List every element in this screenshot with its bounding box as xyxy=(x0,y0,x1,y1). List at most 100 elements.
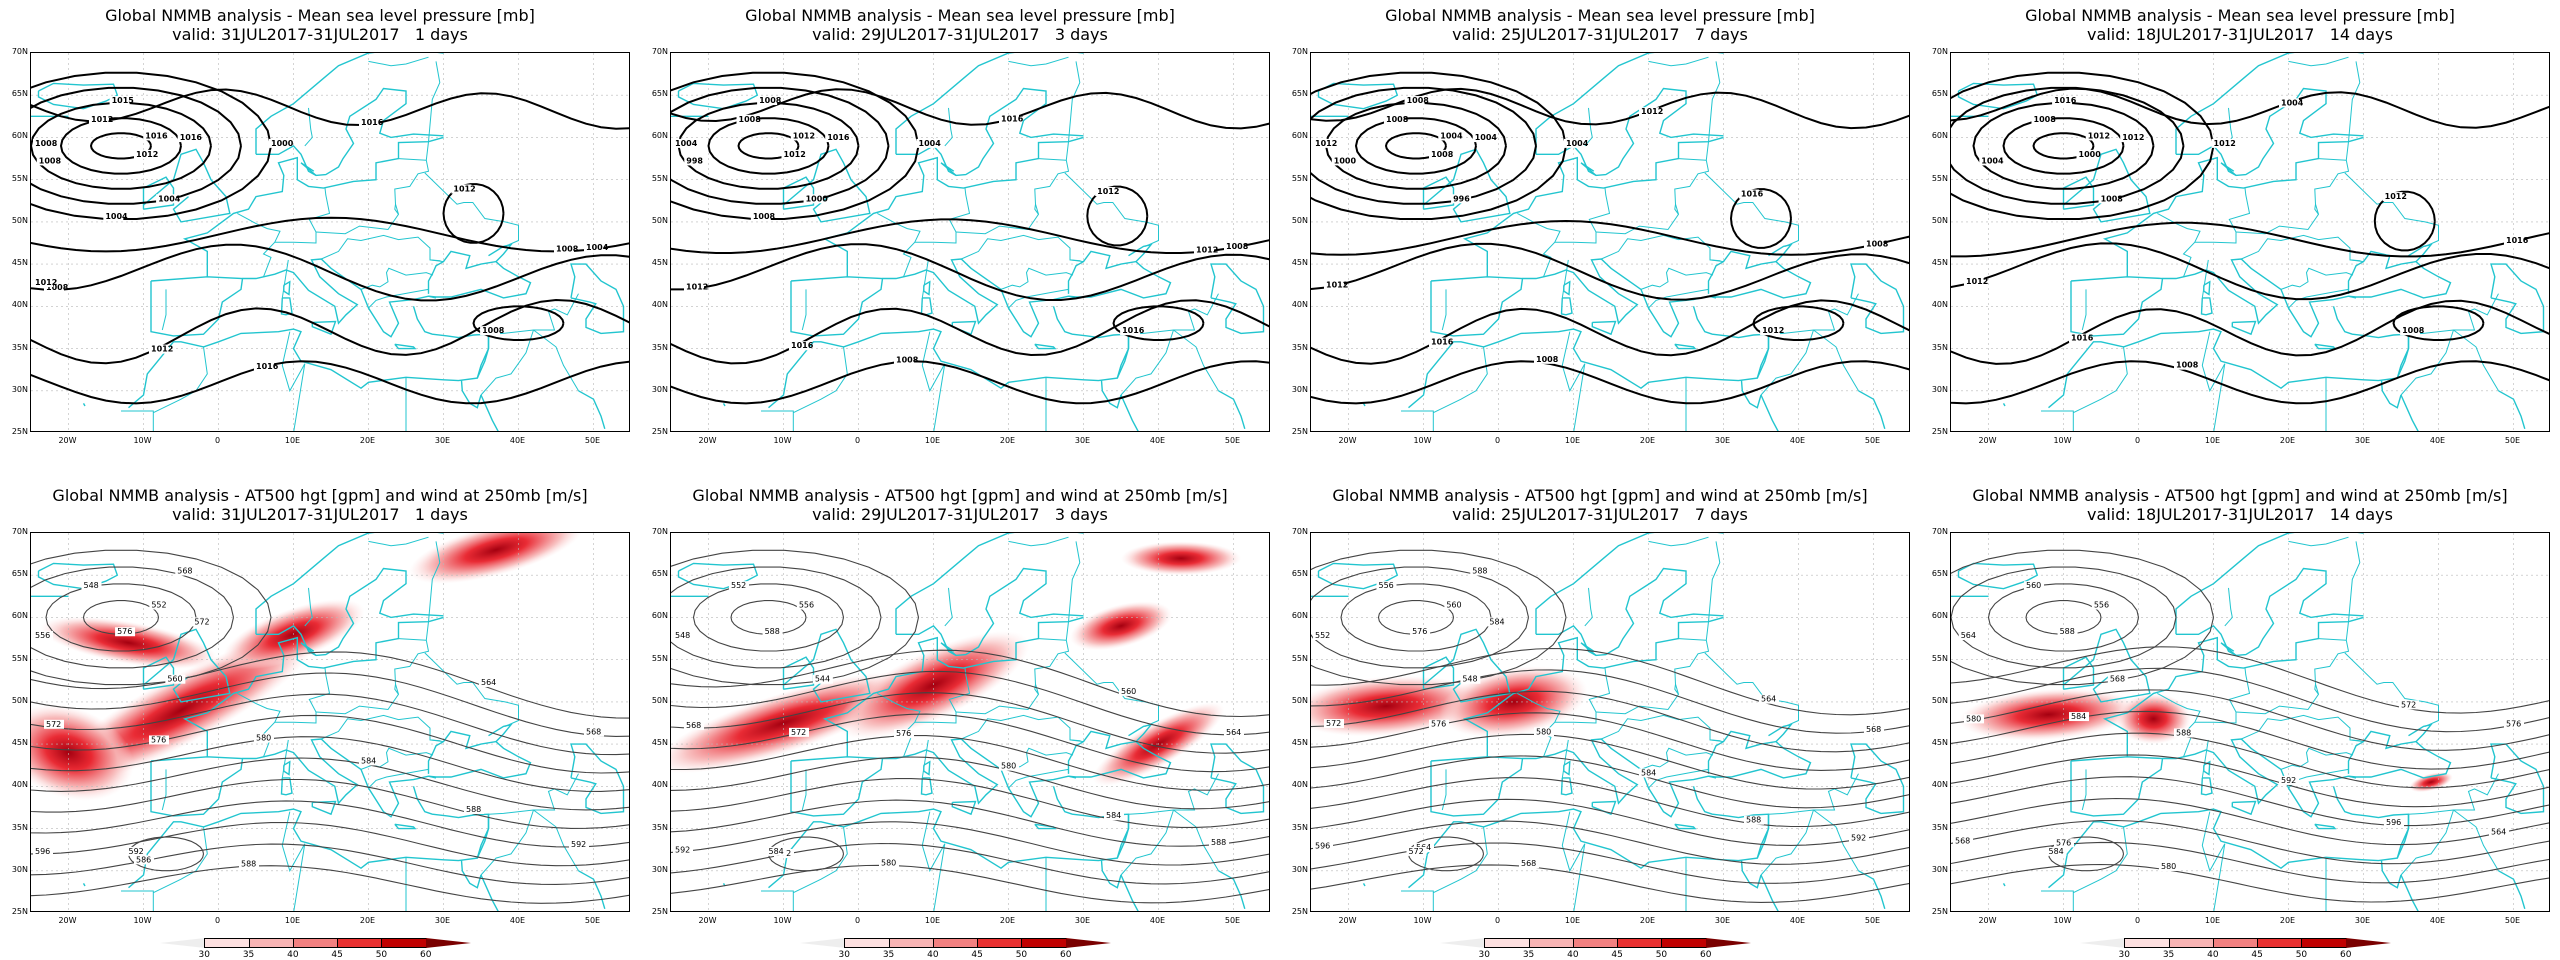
isoline-label: 588 xyxy=(2176,728,2191,737)
country-border xyxy=(1038,158,1067,161)
country-border xyxy=(1648,536,1709,547)
colorbar-segment xyxy=(160,938,206,948)
country-border xyxy=(1401,890,1434,911)
panel-title: Global NMMB analysis - Mean sea level pr… xyxy=(1920,6,2560,44)
coastline xyxy=(2408,723,2433,743)
coastline xyxy=(255,53,444,155)
isoline-label-bg xyxy=(1738,189,1759,199)
isoline-label-bg xyxy=(451,184,472,194)
lat-label: 35N xyxy=(1291,342,1308,352)
colorbar-segment xyxy=(248,938,294,948)
coastline xyxy=(150,756,244,817)
lon-label: 0 xyxy=(854,916,861,925)
coastline xyxy=(2380,860,2402,889)
isoline xyxy=(1951,549,2215,686)
coastline xyxy=(2498,390,2526,430)
isoline-label-bg xyxy=(736,114,757,124)
coastline xyxy=(488,723,513,743)
lat-label: 50N xyxy=(1291,215,1308,225)
isoline-label-bg xyxy=(2489,827,2509,837)
isoline-label: 1016 xyxy=(361,118,384,127)
colorbar-segment xyxy=(1528,938,1574,948)
isoline-label: 580 xyxy=(881,858,896,867)
coastline xyxy=(1522,738,1717,818)
country-border xyxy=(2280,747,2354,770)
isoline-label-bg xyxy=(1438,131,1459,141)
wind-colorbar xyxy=(160,938,471,950)
lon-label: 20W xyxy=(698,436,717,445)
isoline-label-bg xyxy=(894,355,914,365)
country-border xyxy=(1768,773,1859,815)
coastline xyxy=(2400,874,2419,911)
wind-colorbar xyxy=(2080,938,2391,950)
isoline-label: 584 xyxy=(1641,768,1656,777)
coastline xyxy=(2314,343,2337,350)
country-border xyxy=(1120,329,1174,396)
map-panel-1: Global NMMB analysis - Mean sea level pr… xyxy=(0,0,640,480)
country-border xyxy=(424,172,519,247)
country-border xyxy=(944,107,953,147)
map-canvas: 1016101210081004100010041008101210161016… xyxy=(31,53,629,431)
country-border xyxy=(1008,768,1069,789)
isoline xyxy=(31,360,629,405)
lat-label: 45N xyxy=(1291,258,1308,268)
isoline-label-bg xyxy=(36,156,57,166)
isoline-label-bg xyxy=(149,344,169,354)
isoline-label-bg xyxy=(584,242,604,252)
lon-label: 0 xyxy=(2134,916,2141,925)
isoline-label-bg xyxy=(762,627,783,637)
lon-label: 20E xyxy=(2279,916,2296,925)
isoline-label: 580 xyxy=(1536,727,1551,736)
isoline-label-bg xyxy=(673,138,693,148)
lat-label: 50N xyxy=(651,695,668,705)
country-border xyxy=(2235,141,2350,235)
isoline-label: 1008 xyxy=(1866,239,1889,248)
isoline xyxy=(1972,102,2155,190)
isoline-label: 1012 xyxy=(1315,139,1337,148)
coastline xyxy=(1116,334,1130,379)
country-border xyxy=(1709,259,1724,263)
isoline-label: 552 xyxy=(1315,631,1330,640)
lon-label: 40E xyxy=(509,436,526,445)
isoline-label-bg xyxy=(1964,277,1984,287)
mslp-map: 1012 1008 998 1000 1004 1008 1012 1016 1008 1016 1… xyxy=(670,52,1270,432)
isoline-label: 1008 xyxy=(35,139,58,148)
coastline xyxy=(609,902,631,912)
coastline xyxy=(128,306,490,409)
country-border xyxy=(281,739,289,778)
isoline xyxy=(1311,219,1909,256)
colorbar-segment xyxy=(1484,938,1530,948)
isoline xyxy=(1951,221,2549,258)
isoline-label-bg xyxy=(1964,714,1984,724)
coastline xyxy=(882,738,1077,818)
isoline xyxy=(1951,566,2177,669)
isoline xyxy=(671,86,890,205)
coastline xyxy=(2162,738,2357,818)
isoline xyxy=(1311,299,1909,365)
isoline-label-bg xyxy=(359,756,379,766)
coastline xyxy=(2231,800,2257,816)
isoline-label: 556 xyxy=(799,601,814,610)
isoline-label: 572 xyxy=(1409,847,1424,856)
country-border xyxy=(1640,747,1714,770)
coastline xyxy=(476,814,490,859)
country-border xyxy=(955,621,1070,715)
lon-label: 10E xyxy=(924,916,941,925)
country-border xyxy=(1813,329,1859,392)
isoline xyxy=(1951,819,2549,865)
isoline xyxy=(2373,190,2436,252)
colorbar-label: 30 xyxy=(1478,950,1490,960)
lat-label: 65N xyxy=(1291,89,1308,99)
lat-label: 25N xyxy=(651,907,668,916)
coastline xyxy=(782,176,815,210)
colorbar-segment xyxy=(1705,938,1751,948)
coastline xyxy=(1858,390,1886,430)
isoline-label-bg xyxy=(109,96,130,106)
coastline xyxy=(920,777,933,796)
isoline-label: 1012 xyxy=(784,150,806,159)
isoline-label-bg xyxy=(1534,354,1554,364)
country-border xyxy=(1034,204,1039,215)
isoline-label: 1012 xyxy=(2088,131,2110,140)
isoline-label: 584 xyxy=(769,847,784,856)
isoline-label-bg xyxy=(1472,133,1493,143)
